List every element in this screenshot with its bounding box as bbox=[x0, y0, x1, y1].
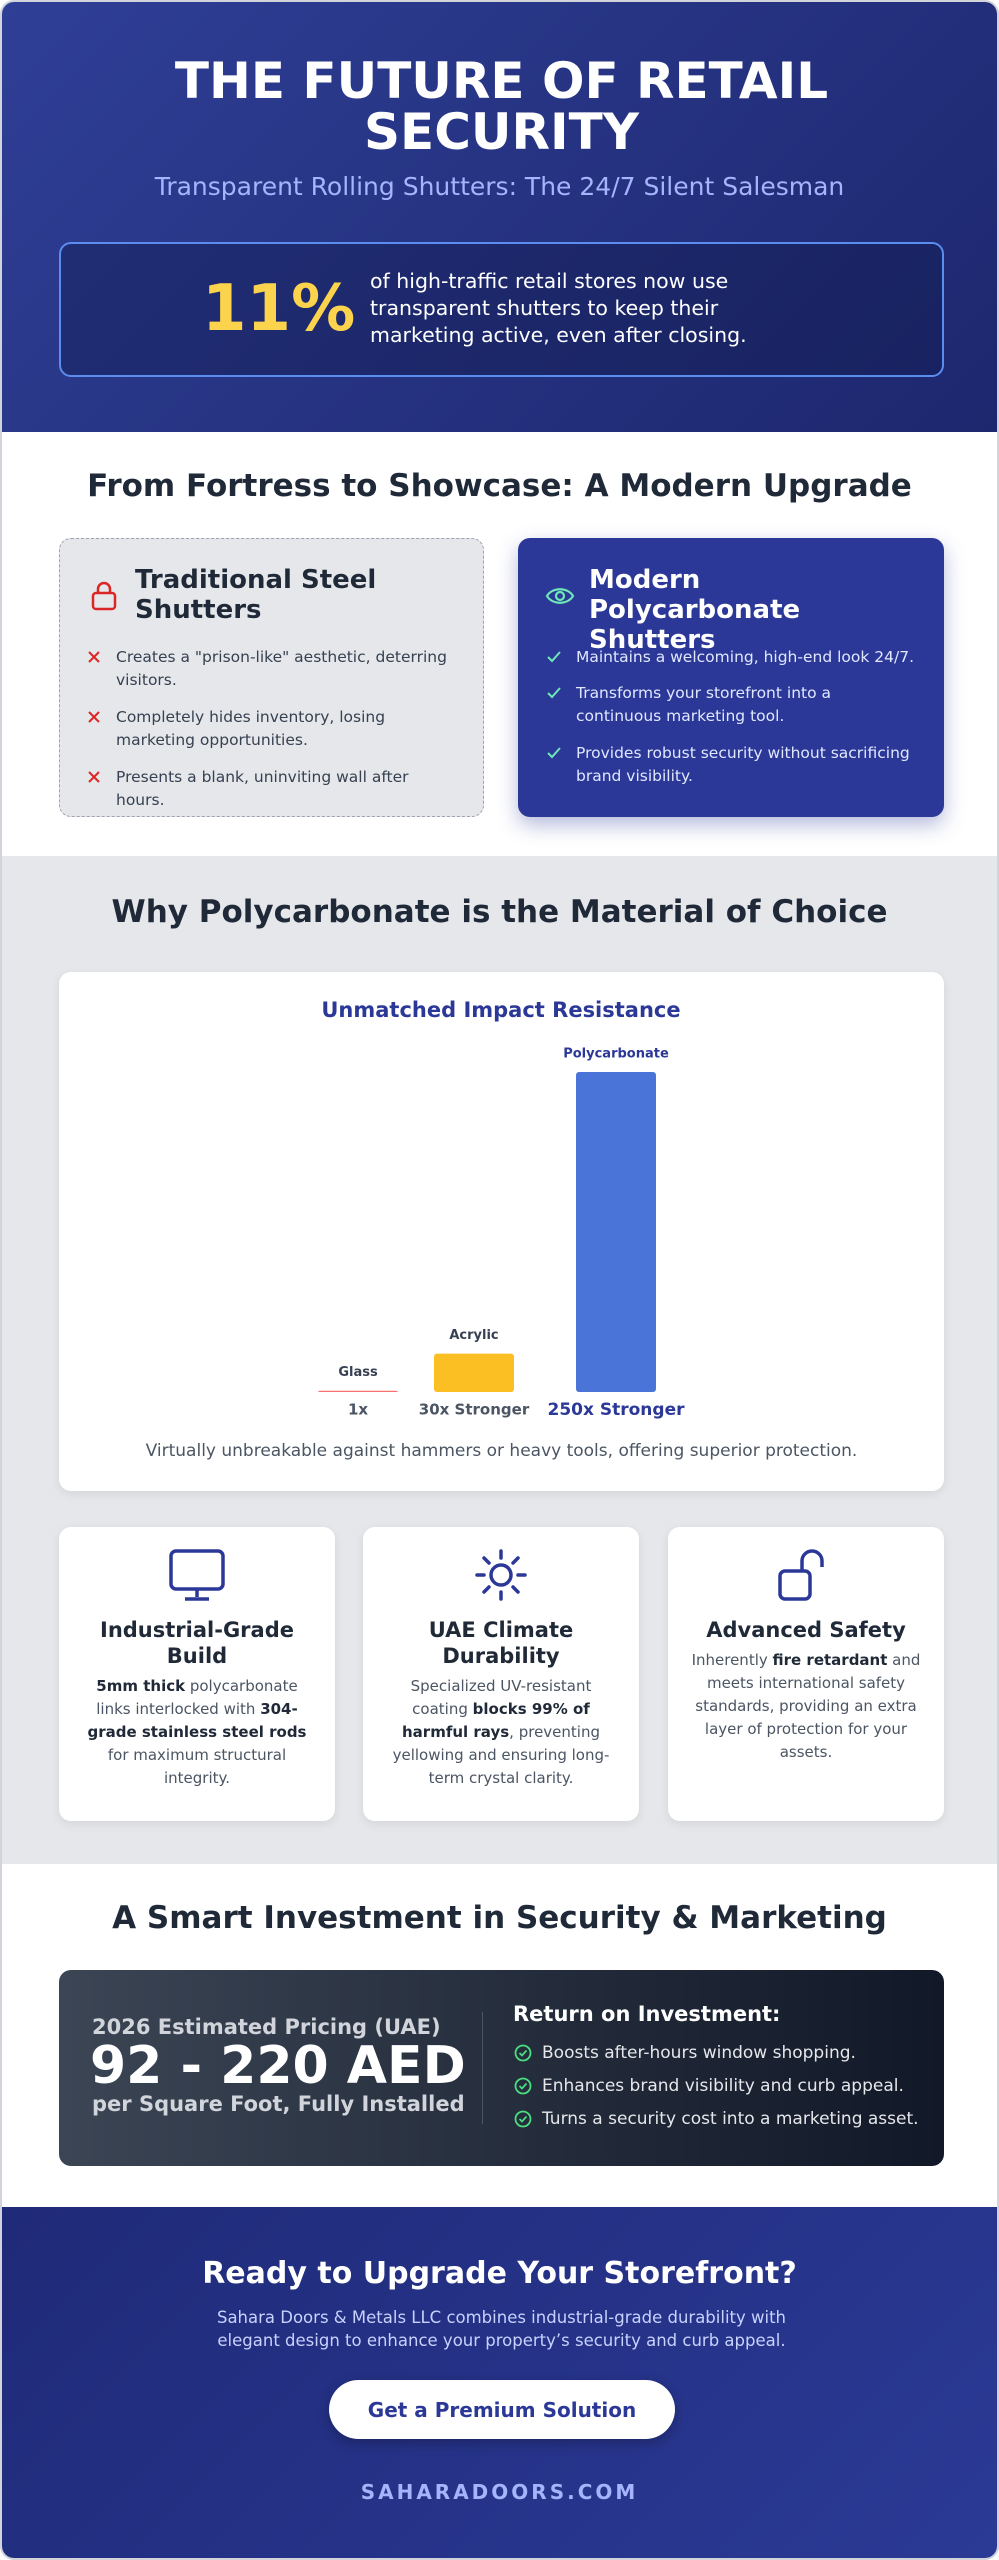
check-icon bbox=[547, 687, 561, 699]
feature-text: Specialized UV-resistant coating blocks … bbox=[385, 1675, 617, 1790]
roi-text: Turns a security cost into a marketing a… bbox=[542, 2109, 919, 2129]
check-icon bbox=[514, 2044, 532, 2062]
check-icon bbox=[514, 2110, 532, 2128]
bar-name: Glass bbox=[338, 1365, 378, 1380]
feature-card: UAE Climate Durability Specialized UV-re… bbox=[363, 1527, 639, 1821]
section-title: Why Polycarbonate is the Material of Cho… bbox=[111, 894, 888, 930]
price-unit: per Square Foot, Fully Installed bbox=[92, 2092, 465, 2116]
roi-text: Enhances brand visibility and curb appea… bbox=[542, 2076, 904, 2096]
check-icon bbox=[514, 2077, 532, 2095]
point: Presents a blank, uninviting wall after … bbox=[88, 766, 461, 812]
check-icon bbox=[547, 651, 561, 663]
value-label: 30x Stronger bbox=[419, 1401, 530, 1419]
stat-text: of high-traffic retail stores now use tr… bbox=[370, 269, 747, 347]
chart-caption: Virtually unbreakable against hammers or… bbox=[145, 1441, 858, 1461]
point: Transforms your storefront into a contin… bbox=[547, 682, 921, 728]
website: SAHARADOORS.COM bbox=[360, 2480, 639, 2504]
text: , preventing yellowing and ensuring long… bbox=[392, 1723, 610, 1787]
point: Creates a "prison-like" aesthetic, deter… bbox=[88, 646, 461, 692]
feature-title: Industrial-Grade Build bbox=[100, 1618, 294, 1668]
stat-box bbox=[59, 242, 944, 377]
roi-text: Boosts after-hours window shopping. bbox=[542, 2043, 856, 2063]
lock-icon bbox=[91, 581, 117, 611]
chart: Unmatched Impact Resistance Glass 1x Acryl… bbox=[318, 998, 686, 1420]
unlock-icon bbox=[778, 1549, 824, 1601]
stat-value: 11% bbox=[202, 272, 356, 346]
x-icon bbox=[88, 651, 100, 663]
sun-icon bbox=[475, 1549, 527, 1601]
point-text: Maintains a welcoming, high-end look 24/… bbox=[576, 648, 915, 666]
section-title: A Smart Investment in Security & Marketi… bbox=[112, 1900, 887, 1936]
price: 92 - 220 AED bbox=[90, 2036, 466, 2096]
x-icon bbox=[88, 711, 100, 723]
roi-point: Turns a security cost into a marketing a… bbox=[514, 2109, 919, 2129]
monitor-icon bbox=[169, 1549, 225, 1601]
point-text: Creates a "prison-like" aesthetic, deter… bbox=[116, 648, 447, 689]
cta-title: Ready to Upgrade Your Storefront? bbox=[202, 2256, 797, 2291]
cta-button[interactable]: Get a Premium Solution bbox=[329, 2380, 675, 2439]
point: Provides robust security without sacrifi… bbox=[547, 742, 921, 788]
main-title: THE FUTURE OF RETAIL SECURITY bbox=[174, 52, 829, 161]
roi-point: Enhances brand visibility and curb appea… bbox=[514, 2076, 904, 2096]
card-title: Modern Polycarbonate Shutters bbox=[589, 565, 801, 655]
pricing-box bbox=[59, 1970, 944, 2166]
bold-text: fire retardant bbox=[772, 1651, 888, 1669]
bar bbox=[318, 1390, 398, 1392]
point: Completely hides inventory, losing marke… bbox=[88, 706, 461, 752]
card-title: Traditional Steel Shutters bbox=[135, 565, 377, 625]
divider bbox=[482, 2012, 483, 2124]
value-label: 250x Stronger bbox=[548, 1400, 686, 1420]
bar bbox=[576, 1072, 656, 1392]
point-text: Provides robust security without sacrifi… bbox=[576, 744, 910, 785]
point-text: Transforms your storefront into a contin… bbox=[576, 684, 832, 725]
chart-title: Unmatched Impact Resistance bbox=[321, 998, 680, 1022]
value-label: 1x bbox=[348, 1401, 368, 1419]
bar bbox=[434, 1353, 514, 1392]
check-icon bbox=[547, 747, 561, 759]
subtitle: Transparent Rolling Shutters: The 24/7 S… bbox=[154, 172, 845, 201]
text: for maximum structural integrity. bbox=[107, 1746, 287, 1787]
section-title: From Fortress to Showcase: A Modern Upgr… bbox=[87, 468, 912, 504]
eye-icon bbox=[545, 588, 575, 604]
bar-name: Acrylic bbox=[449, 1328, 498, 1343]
text: Specialized UV-resistant coating bbox=[410, 1677, 592, 1718]
bold-text: blocks 99% of harmful rays bbox=[402, 1700, 590, 1741]
cta-text: Sahara Doors & Metals LLC combines indus… bbox=[216, 2308, 787, 2350]
text: Inherently bbox=[691, 1651, 773, 1669]
feature-title: UAE Climate Durability bbox=[428, 1618, 574, 1668]
text: polycarbonate links interlocked with bbox=[96, 1677, 298, 1718]
pricing-label: 2026 Estimated Pricing (UAE) bbox=[92, 2015, 441, 2039]
feature-card: Industrial-Grade Build 5mm thick polycar… bbox=[59, 1527, 335, 1821]
point-text: Completely hides inventory, losing marke… bbox=[116, 708, 386, 749]
bold-text: 304-grade stainless steel rods bbox=[87, 1700, 307, 1741]
header bbox=[2, 2, 997, 432]
roi-title: Return on Investment: bbox=[513, 2002, 781, 2026]
roi-point: Boosts after-hours window shopping. bbox=[514, 2043, 856, 2063]
chart-card: Unmatched Impact Resistance Glass 1x Acryl… bbox=[59, 972, 944, 1491]
modern-card bbox=[518, 538, 944, 817]
point-text: Presents a blank, uninviting wall after … bbox=[116, 768, 409, 809]
x-icon bbox=[88, 771, 100, 783]
point: Maintains a welcoming, high-end look 24/… bbox=[547, 646, 921, 669]
feature-title: Advanced Safety bbox=[706, 1618, 906, 1642]
bar-name: Polycarbonate bbox=[563, 1047, 669, 1062]
feature-text: Inherently fire retardant and meets inte… bbox=[690, 1649, 922, 1764]
feature-text: 5mm thick polycarbonate links interlocke… bbox=[81, 1675, 313, 1790]
traditional-card bbox=[59, 538, 484, 817]
bold-text: 5mm thick bbox=[96, 1677, 186, 1695]
feature-card: Advanced Safety Inherently fire retardan… bbox=[668, 1527, 944, 1821]
text: and meets international safety standards… bbox=[695, 1651, 921, 1761]
